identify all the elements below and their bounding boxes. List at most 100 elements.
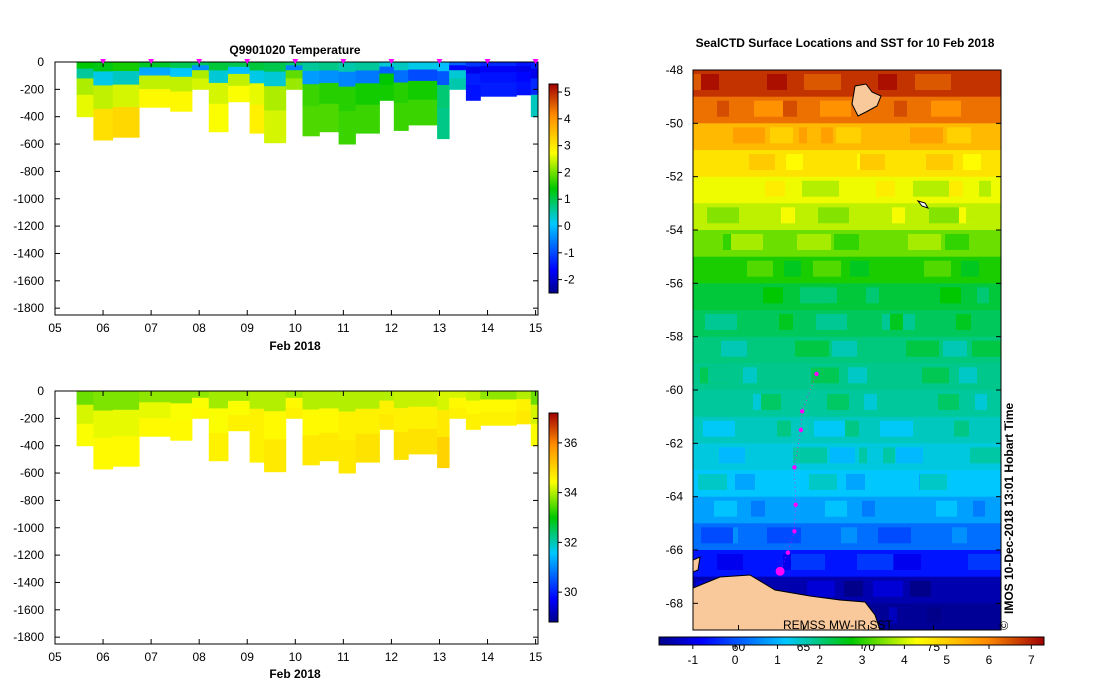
profile-cell — [228, 66, 251, 75]
sst-patch — [968, 100, 989, 117]
sst-patch — [763, 287, 783, 304]
profile-cell — [208, 70, 229, 84]
profile-cell — [139, 89, 171, 108]
seal-location-marker — [785, 550, 791, 555]
salinity-section-axes: 05 06 07 08 09 10 11 12 13 14 15 0 -200 -400 -600 -800 -… — [13, 384, 542, 664]
sst-patch — [726, 287, 755, 304]
lat-tick-label: -58 — [666, 330, 684, 344]
sst-patch — [735, 474, 755, 490]
sst-patch — [765, 180, 785, 197]
sst-colorbar-tick-label: 4 — [901, 653, 908, 667]
sst-patch — [915, 74, 951, 90]
antarctica-land — [693, 574, 881, 630]
profile-marker — [340, 59, 347, 64]
sst-patch — [968, 554, 1001, 570]
profile-cell — [264, 439, 287, 473]
profile-cell — [192, 407, 210, 419]
sst-patch — [733, 127, 765, 144]
sst-patch — [860, 154, 885, 170]
profile-cell — [112, 71, 140, 85]
profile-cell — [408, 428, 438, 455]
temperature-section-xlabel: Feb 2018 — [269, 339, 321, 353]
sst-patch — [774, 367, 811, 384]
sst-patch — [698, 474, 727, 490]
sst-patch — [943, 340, 967, 357]
sst-patch — [772, 474, 809, 490]
sst-patch — [795, 340, 829, 357]
profile-cell — [319, 408, 339, 434]
profile-cell — [465, 400, 481, 415]
sst-colorbar-tick-label: 2 — [816, 653, 823, 667]
sst-patch — [837, 287, 865, 304]
profile-cell — [228, 400, 251, 416]
profile-cell — [480, 411, 517, 426]
profile-cell — [408, 62, 438, 70]
lat-tick-label: -48 — [666, 63, 684, 77]
profile-cell — [112, 391, 140, 411]
sst-patch — [931, 100, 961, 117]
sst-patch — [885, 367, 921, 384]
profile-marker — [244, 59, 251, 64]
colorbar-ramp — [548, 412, 559, 623]
sst-colorbar-tick-label: 7 — [1028, 653, 1035, 667]
x-tick-label: 14 — [481, 321, 495, 335]
sst-patch — [717, 554, 743, 570]
profile-cell — [319, 62, 339, 71]
profile-cell — [516, 71, 532, 83]
sst-patch — [760, 234, 777, 250]
sst-colorbar-ramp — [658, 636, 1045, 646]
sst-patch — [721, 340, 747, 357]
profile-cell — [465, 73, 481, 86]
temperature-profile-markers — [100, 59, 539, 64]
sst-patch — [973, 500, 985, 517]
profile-cell — [192, 397, 210, 408]
profile-cell — [338, 411, 356, 441]
sst-patch — [910, 580, 931, 597]
x-tick-label: 07 — [144, 321, 158, 335]
sst-patch — [926, 154, 953, 170]
profile-cell — [516, 410, 532, 425]
profile-cell — [228, 73, 251, 87]
y-tick-label: 0 — [37, 55, 44, 69]
sst-patch — [696, 127, 711, 144]
sst-patch — [947, 127, 971, 144]
sst-patch — [761, 394, 781, 410]
sst-patch — [857, 554, 893, 570]
sst-patch — [744, 207, 767, 224]
sst-patch — [814, 420, 845, 437]
sst-patch — [724, 394, 753, 410]
sst-patch — [966, 207, 987, 224]
sst-patch — [848, 367, 867, 384]
sst-patch — [804, 74, 841, 90]
profile-marker — [532, 59, 539, 64]
colorbar-tick-label: 1 — [564, 192, 571, 206]
kerguelen-island — [851, 83, 882, 117]
x-tick-label: 08 — [192, 650, 206, 664]
profile-cell — [208, 391, 229, 409]
profile-cell — [393, 103, 409, 131]
sst-colorbar-tick-label: 0 — [732, 653, 739, 667]
profile-cell — [170, 76, 193, 93]
profile-cell — [480, 82, 517, 97]
profile-cell — [264, 62, 287, 73]
profile-marker — [436, 59, 443, 64]
profile-marker — [148, 59, 155, 64]
profile-cell — [408, 391, 438, 408]
sst-map-frame — [692, 69, 1002, 631]
sst-patch — [853, 314, 875, 330]
profile-cell — [112, 84, 140, 108]
lat-tick-label: -52 — [666, 170, 684, 184]
profile-cell — [480, 391, 517, 400]
seal-location-marker — [798, 427, 804, 433]
profile-cell — [449, 62, 467, 66]
profile-marker — [388, 59, 395, 64]
y-tick-label: -600 — [20, 466, 44, 480]
profile-cell — [76, 404, 94, 425]
sst-patch — [804, 527, 829, 544]
profile-cell — [170, 91, 193, 112]
profile-cell — [264, 71, 287, 87]
sst-patch — [883, 474, 919, 490]
sst-patch — [871, 234, 887, 250]
heard-island — [916, 200, 930, 209]
y-tick-label: -800 — [20, 493, 44, 507]
